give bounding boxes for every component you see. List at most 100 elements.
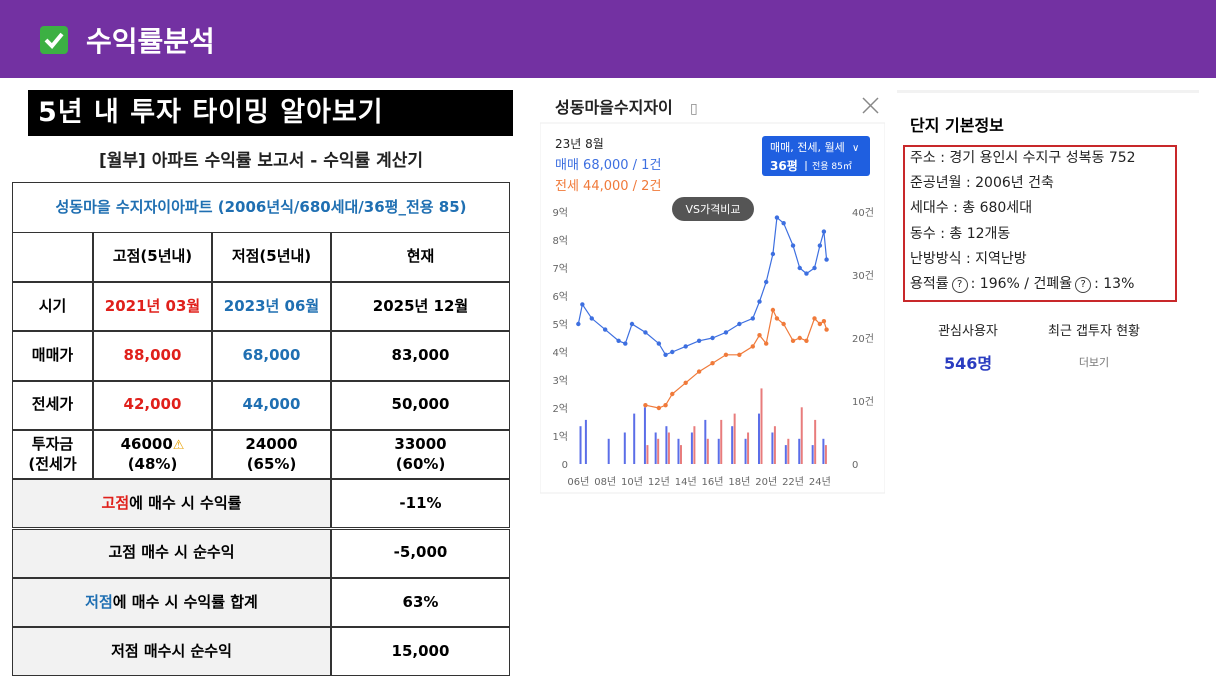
volume-bar (822, 438, 825, 464)
summary-label: 저점 에 매수 시 수익률 합계 (12, 577, 331, 628)
volume-bar (814, 419, 817, 464)
table-title: 성동마을 수지자이아파트 (2006년식/680세대/36평_전용 85) (12, 182, 510, 233)
table-cell: 2025년 12월 (331, 282, 510, 332)
price-point (774, 316, 780, 321)
summary-label: 저점 매수시 순수익 (12, 627, 331, 677)
price-point (770, 307, 776, 313)
row-label: 매매가 (12, 331, 93, 381)
filter-box[interactable] (762, 136, 870, 176)
row-label: 투자금 (전세가 (12, 429, 93, 480)
filter-caret: ∨ (852, 143, 859, 154)
close-button[interactable] (862, 97, 879, 114)
yticks-label: 9억 (552, 207, 568, 219)
volume-bar (646, 445, 649, 464)
row-label-line: 투자금 (31, 435, 74, 454)
divider (897, 90, 1199, 93)
volume-bar (607, 438, 610, 464)
volume-bar (584, 419, 587, 464)
volume-bar (720, 419, 723, 464)
volume-bar (690, 432, 693, 464)
price-point (589, 316, 594, 321)
price-point (670, 349, 675, 355)
price-point (817, 243, 823, 248)
volume-bar (733, 413, 736, 464)
price-point (737, 321, 742, 327)
cell-line: (60%) (395, 454, 446, 473)
price-point (750, 316, 755, 321)
volume-bar (798, 438, 801, 464)
volume-bar (633, 413, 636, 464)
x-tick-label: 06년 (567, 476, 589, 488)
price-point (797, 265, 802, 271)
price-point (774, 215, 780, 220)
row-label-line: (전세가 (28, 454, 77, 473)
volume-bar (757, 413, 760, 464)
info-line: 난방방식 : 지역난방 (910, 250, 1027, 267)
stat-value[interactable]: 더보기 (1078, 356, 1110, 369)
info-line: 용적률?: 196% / 건폐율?: 13% (910, 273, 1134, 293)
price-point (576, 321, 581, 327)
summary-value: -5,000 (331, 528, 510, 578)
x-tick-label: 08년 (594, 476, 616, 488)
volume-bar (747, 432, 750, 464)
price-point (750, 344, 755, 349)
cell-line: (48%) (127, 454, 178, 473)
yticks-label: 2억 (552, 403, 568, 415)
price-point (757, 299, 762, 304)
column-header: 현재 (331, 232, 510, 282)
info-box (903, 145, 1177, 302)
size-text: 36평 (770, 159, 798, 173)
price-point (663, 403, 668, 408)
ratio-part: : 13% (1094, 276, 1135, 292)
price-point (812, 265, 817, 271)
summary-text: 고점 매수 시 순수익 (108, 543, 235, 562)
tooltip-date: 23년 8월 (555, 137, 604, 151)
check-icon (40, 26, 68, 54)
header-cell (12, 232, 93, 282)
stat-label: 관심사용자 (938, 324, 998, 339)
volume-bar (744, 438, 747, 464)
cell-line: 46000⚠ (120, 434, 185, 453)
volume-bar (787, 438, 790, 464)
yticks-label: 1억 (552, 431, 568, 443)
volume-bar (717, 438, 720, 464)
yticks-label: 8억 (552, 235, 568, 247)
price-point (602, 327, 608, 332)
x-tick-label: 20년 (755, 476, 777, 488)
help-icon: ? (951, 277, 968, 293)
summary-value: -11% (331, 479, 510, 529)
price-line (645, 308, 828, 409)
volume-bar (773, 426, 776, 464)
volume-bar (623, 432, 626, 464)
report-subtitle: [월부] 아파트 수익률 보고서 - 수익률 계산기 (99, 151, 423, 171)
price-point (737, 352, 742, 357)
x-tick-label: 12년 (648, 476, 670, 488)
volume-bar (784, 445, 787, 464)
chart-title: 성동마을수지자이 (555, 98, 673, 117)
volume-bar (657, 438, 660, 464)
compare-button[interactable] (672, 197, 754, 221)
price-point (696, 369, 702, 374)
volume-bar (643, 407, 646, 464)
volume-bar (679, 445, 682, 464)
yticks-label: 5억 (552, 319, 568, 331)
tooltip-jeonse: 전세 44,000 / 2건 (555, 179, 661, 194)
price-point (821, 229, 827, 234)
summary-highlight: 고점 (101, 494, 130, 513)
price-point (763, 279, 769, 285)
price-point (770, 251, 776, 257)
volume-bar (824, 445, 827, 464)
volume-bar (667, 432, 670, 464)
volume-bar (693, 426, 696, 464)
volume-bar (665, 426, 668, 464)
info-title: 단지 기본정보 (910, 116, 1004, 135)
volume-bar (731, 426, 734, 464)
table-cell: 44,000 (212, 380, 331, 430)
summary-value: 15,000 (331, 627, 510, 677)
price-point (656, 341, 662, 346)
ratio-part: 용적률 (910, 276, 949, 292)
price-point (629, 321, 635, 327)
row-label: 전세가 (12, 380, 93, 430)
yticks-label: 3억 (552, 375, 568, 387)
summary-label: 고점 매수 시 순수익 (12, 528, 331, 578)
